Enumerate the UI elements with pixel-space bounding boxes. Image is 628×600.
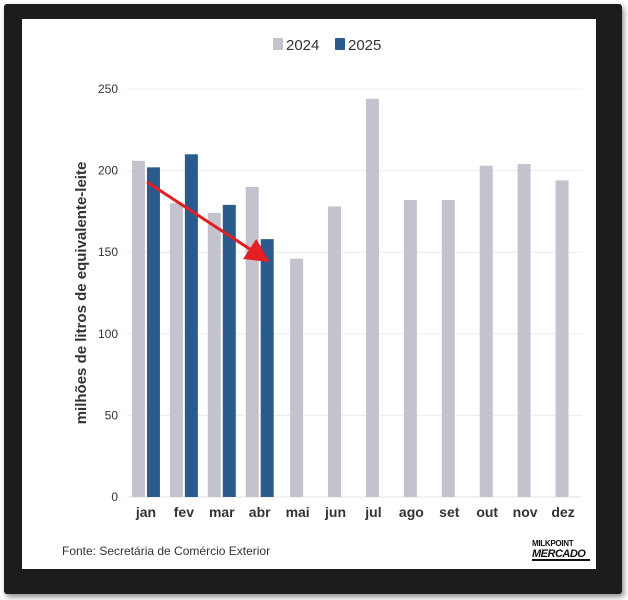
x-tick-label-out: out [476,504,498,520]
legend-swatch-2025 [335,38,345,50]
legend-swatch-2024 [273,38,283,50]
x-tick-label-mai: mai [286,504,310,520]
x-tick-label-nov: nov [513,504,538,520]
bar-2025-mar [222,204,236,497]
bar-2024-jul [365,98,379,498]
bar-2024-jan [131,160,145,498]
y-tick-label: 0 [111,490,118,504]
bar-2024-abr [245,186,259,498]
y-tick-label: 100 [98,327,118,341]
trend-arrow [146,180,270,263]
y-tick-label: 200 [98,164,118,178]
x-tick-label-mar: mar [209,504,235,520]
y-tick-label: 250 [98,82,118,96]
logo-line-2: MERCADO [532,549,590,561]
x-tick-label-jan: jan [135,504,156,520]
source-note: Fonte: Secretária de Comércio Exterior [62,544,271,558]
chart-panel: 0 50 100 150 200 250 jan fev mar abr mai jun jul ago s… [22,19,596,569]
legend-label-2024: 2024 [286,37,319,54]
bar-2024-ago [403,199,417,497]
bar-2024-nov [517,164,531,497]
x-tick-label-abr: abr [249,504,271,520]
chart-frame: 0 50 100 150 200 250 jan fev mar abr mai jun jul ago s… [4,4,622,594]
x-tick-label-dez: dez [551,504,574,520]
milkpoint-mercado-logo: MILKPOINT MERCADO [532,539,592,561]
x-tick-label-fev: fev [174,504,194,520]
bar-2024-jun [328,206,342,497]
bar-2024-out [479,165,493,498]
bar-2024-set [441,199,455,497]
x-tick-label-jul: jul [364,504,381,520]
bar-2025-abr [260,239,274,498]
bar-2024-mai [290,258,304,497]
bar-2024-mar [207,213,221,498]
logo-line-1: MILKPOINT [532,539,574,548]
bar-2024-dez [555,180,569,497]
y-axis-label: milhões de litros de equivalente-leite [73,162,90,425]
bar-2024-fev [169,203,183,498]
x-tick-label-ago: ago [399,504,424,520]
bar-2025-jan [146,167,160,497]
y-tick-label: 50 [105,408,119,422]
y-tick-label: 150 [98,245,118,259]
bar-chart: 0 50 100 150 200 250 jan fev mar abr mai jun jul ago s… [73,37,582,520]
legend-label-2025: 2025 [348,37,381,54]
x-tick-label-set: set [439,504,460,520]
bar-2025-fev [184,154,198,497]
x-tick-label-jun: jun [324,504,346,520]
